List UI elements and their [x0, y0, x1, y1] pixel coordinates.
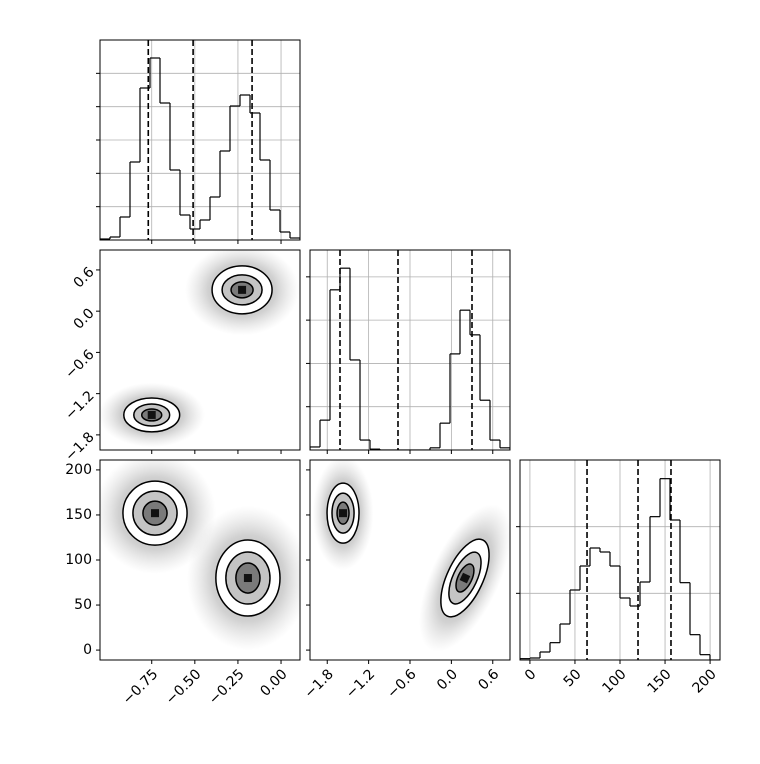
y-tick-label: −1.8	[62, 429, 97, 464]
panel-frame	[519, 459, 721, 661]
x-tick-label: −1.8	[302, 666, 337, 701]
panel: 0.6 0.0 −0.6 −1.2 −1.8	[62, 249, 301, 465]
density-peak	[147, 410, 156, 419]
y-tick-label: 0.6	[71, 264, 98, 291]
x-tick-label: 50	[561, 666, 585, 690]
x-tick-label: 100	[599, 666, 629, 696]
x-tick-label: −1.2	[343, 666, 378, 701]
y-tick-label: 0	[83, 642, 92, 658]
density-peak	[238, 285, 247, 294]
panel-frame	[309, 249, 511, 451]
panel-body	[520, 460, 720, 660]
y-tick-label: −1.2	[62, 388, 97, 423]
y-tick-label: 200	[65, 462, 92, 478]
density-peak	[339, 509, 348, 518]
panel: −0.75 −0.50 −0.25 0.00 0 50 100 150 200	[65, 459, 301, 708]
y-tick-label: 50	[74, 597, 92, 613]
x-tick-label: 0	[522, 666, 540, 684]
x-tick-label: −0.6	[384, 666, 419, 701]
panel-frame	[99, 39, 301, 241]
panel	[96, 39, 301, 244]
y-tick-label: 150	[65, 507, 92, 523]
panel	[306, 249, 511, 454]
x-tick-label: −0.25	[206, 666, 248, 708]
y-tick-label: −0.6	[62, 347, 97, 382]
x-tick-label: 0.0	[434, 666, 461, 693]
x-tick-label: 0.6	[475, 666, 502, 693]
panel-body	[312, 460, 510, 652]
panel: −1.8 −1.2 −0.6 0.0 0.6	[302, 459, 511, 702]
x-tick-label: −0.50	[163, 666, 205, 708]
panel: 0 50 100 150 200	[516, 459, 721, 697]
density-peak	[459, 572, 471, 584]
panel-frame	[99, 249, 301, 451]
panel-body	[310, 250, 510, 450]
y-tick-label: 100	[65, 552, 92, 568]
x-tick-label: 200	[690, 666, 720, 696]
panel-body	[100, 250, 300, 448]
panel-body	[100, 40, 300, 240]
panel-body	[100, 460, 300, 651]
y-tick-label: 0.0	[71, 306, 98, 333]
x-tick-label: 150	[644, 666, 674, 696]
density-peak	[151, 509, 159, 518]
density-peak	[243, 574, 252, 583]
x-tick-label: 0.00	[257, 666, 290, 699]
panel-frame	[309, 459, 511, 661]
panel-frame	[99, 459, 301, 661]
x-tick-label: −0.75	[120, 666, 162, 708]
